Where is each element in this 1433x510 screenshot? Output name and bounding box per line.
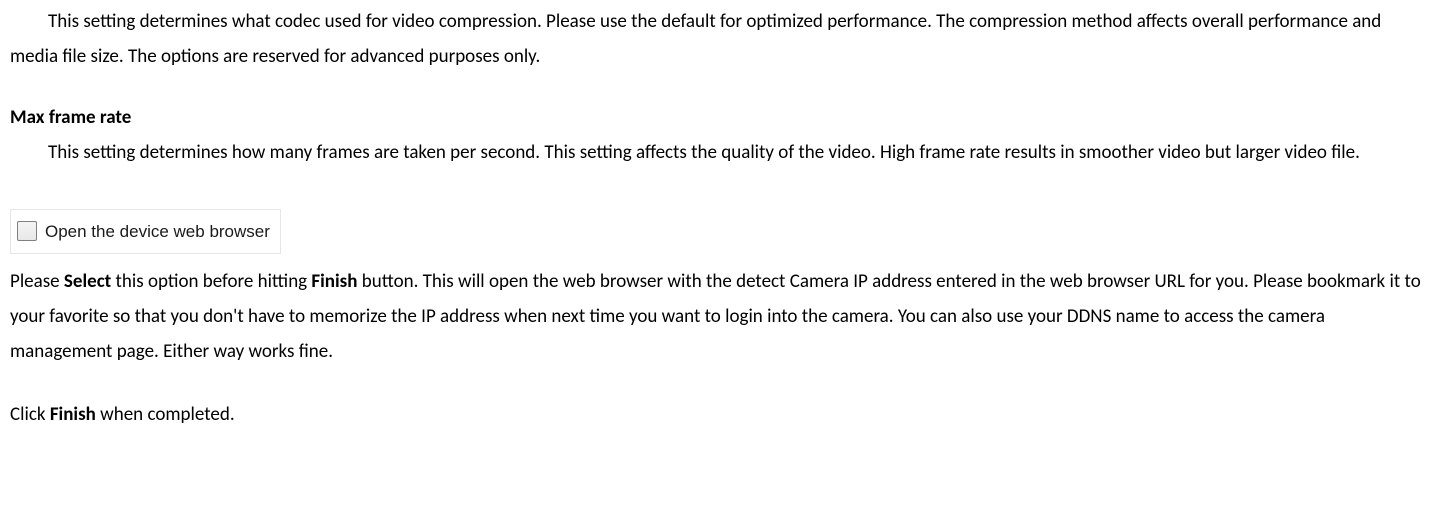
bold-select: Select xyxy=(64,270,111,293)
max-frame-rate-heading: Max frame rate xyxy=(10,100,1423,135)
framerate-description: This setting determines how many frames … xyxy=(10,135,1423,170)
codec-description: This setting determines what codec used … xyxy=(10,4,1423,74)
open-browser-checkbox[interactable]: Open the device web browser xyxy=(10,209,281,254)
text-run: when completed. xyxy=(96,403,235,426)
instruction-paragraph: Please Select this option before hitting… xyxy=(10,264,1423,369)
text-run: Please xyxy=(10,270,64,293)
checkbox-label: Open the device web browser xyxy=(45,216,270,247)
checkbox-box-icon xyxy=(17,221,37,241)
final-paragraph: Click Finish when completed. xyxy=(10,397,1423,432)
text-run: Click xyxy=(10,403,50,426)
bold-finish: Finish xyxy=(311,270,357,293)
text-run: this option before hitting xyxy=(111,270,311,293)
bold-finish-2: Finish xyxy=(50,403,96,426)
